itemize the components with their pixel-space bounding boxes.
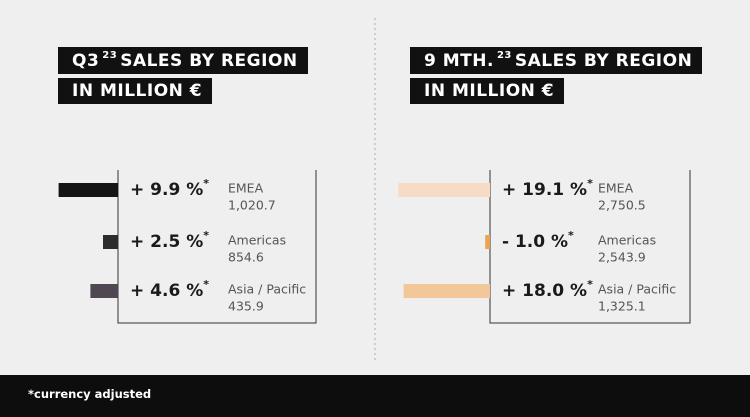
- value-label: + 19.1 %*: [502, 177, 593, 200]
- sales-value: 1,020.7: [228, 198, 276, 213]
- chart-subtitle: IN MILLION €: [58, 78, 213, 104]
- title-superscript: 23: [102, 50, 118, 61]
- title-rest: SALES BY REGION: [514, 51, 693, 71]
- title-prefix: Q3: [72, 51, 100, 71]
- sales-value: 435.9: [228, 299, 264, 314]
- value-label: + 18.0 %*: [502, 278, 593, 301]
- sales-value: 854.6: [228, 250, 264, 265]
- region-name: Americas: [228, 233, 286, 248]
- bar: [90, 284, 118, 298]
- value-footnote-mark: *: [568, 229, 574, 242]
- value-text: + 2.5 %: [130, 232, 203, 252]
- bar: [103, 235, 118, 249]
- bar: [58, 183, 118, 197]
- value-footnote-mark: *: [587, 177, 593, 190]
- value-label: + 2.5 %*: [130, 229, 209, 252]
- region-name: EMEA: [228, 181, 264, 196]
- value-footnote-mark: *: [203, 278, 209, 291]
- value-label: + 4.6 %*: [130, 278, 209, 301]
- chart-title: Q3 23 SALES BY REGION: [58, 47, 308, 74]
- value-footnote-mark: *: [203, 177, 209, 190]
- chart-subtitle: IN MILLION €: [410, 78, 565, 104]
- value-text: + 18.0 %: [502, 281, 587, 301]
- value-label: + 9.9 %*: [130, 177, 209, 200]
- bar: [398, 183, 490, 197]
- footer: *currency adjusted: [0, 375, 750, 417]
- sales-value: 2,543.9: [598, 250, 646, 265]
- value-text: + 4.6 %: [130, 281, 203, 301]
- title-prefix: 9 MTH.: [424, 51, 494, 71]
- value-text: + 19.1 %: [502, 180, 587, 200]
- bar: [403, 284, 490, 298]
- sales-value: 2,750.5: [598, 198, 646, 213]
- value-footnote-mark: *: [203, 229, 209, 242]
- value-text: + 9.9 %: [130, 180, 203, 200]
- value-text: - 1.0 %: [502, 232, 568, 252]
- footnote: *currency adjusted: [28, 387, 152, 401]
- title-rest: SALES BY REGION: [120, 51, 298, 71]
- region-name: Americas: [598, 233, 656, 248]
- value-label: - 1.0 %*: [502, 229, 574, 252]
- region-name: EMEA: [598, 181, 634, 196]
- value-footnote-mark: *: [587, 278, 593, 291]
- chart-title: 9 MTH. 23 SALES BY REGION: [410, 47, 703, 74]
- region-name: Asia / Pacific: [228, 282, 306, 297]
- sales-value: 1,325.1: [598, 299, 646, 314]
- bar: [485, 235, 490, 249]
- region-name: Asia / Pacific: [598, 282, 676, 297]
- title-superscript: 23: [496, 50, 512, 61]
